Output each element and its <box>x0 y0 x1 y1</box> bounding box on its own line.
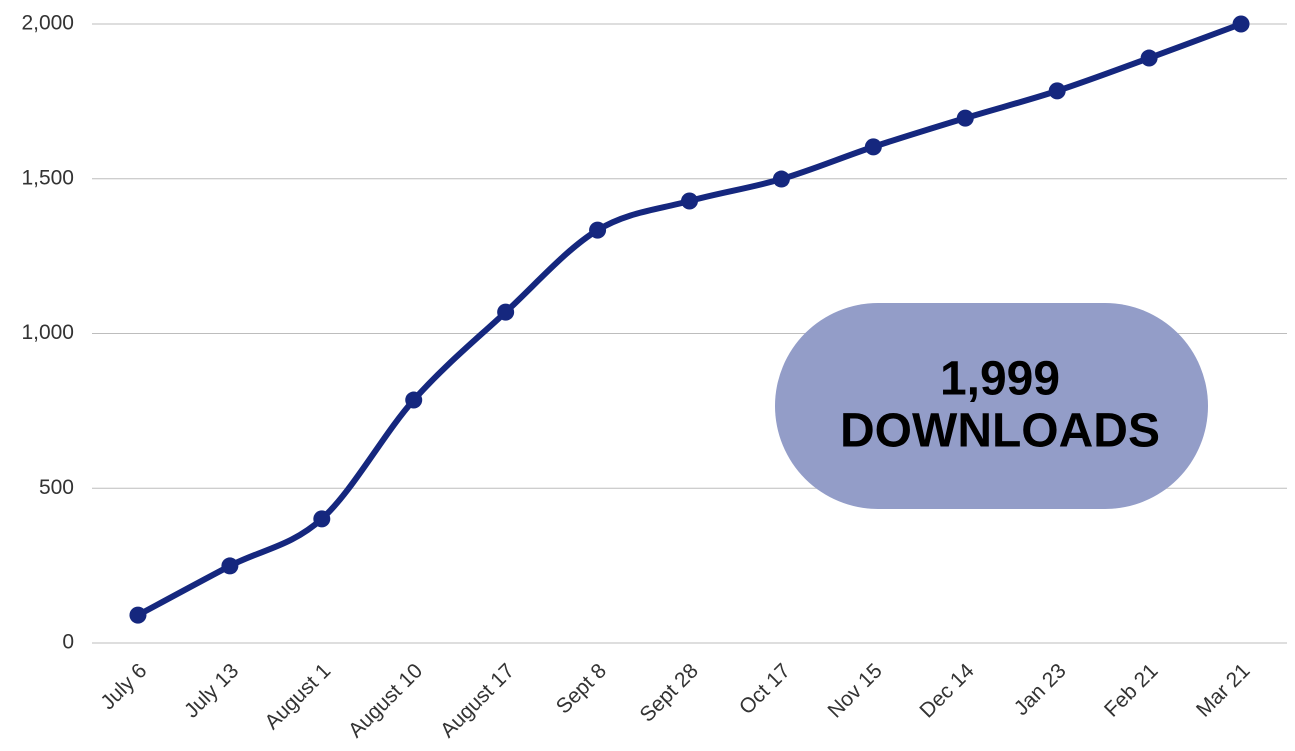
point <box>1140 49 1158 67</box>
y-tick-label: 1,500 <box>21 166 74 189</box>
x-tick-label: August 10 <box>344 659 427 742</box>
x-tick-label: July 13 <box>180 659 243 722</box>
annotation-bubble <box>775 303 1208 509</box>
x-tick-label: July 6 <box>96 659 151 714</box>
annotation-text: DOWNLOADS <box>840 405 1160 458</box>
point <box>221 557 239 575</box>
point <box>1232 15 1250 33</box>
x-tick-label: Dec 14 <box>915 659 979 723</box>
x-tick-label: Nov 15 <box>823 659 886 722</box>
point <box>864 138 882 156</box>
x-tick-label: August 1 <box>260 659 335 734</box>
point <box>497 303 515 321</box>
x-tick-label: Oct 17 <box>735 659 795 719</box>
x-tick-label: Sept 28 <box>635 659 702 726</box>
annotation-text: 1,999 <box>940 353 1060 406</box>
point <box>681 192 698 210</box>
y-tick-label: 2,000 <box>21 12 74 35</box>
x-tick-label: August 17 <box>436 659 519 742</box>
point <box>313 510 331 528</box>
point <box>129 606 147 624</box>
y-tick-label: 500 <box>39 476 74 499</box>
x-tick-label: Mar 21 <box>1192 659 1254 721</box>
point <box>405 391 423 409</box>
point <box>1048 82 1066 100</box>
x-tick-label: Sept 8 <box>552 659 611 718</box>
point <box>956 109 974 127</box>
point <box>589 221 607 239</box>
x-tick-label: Feb 21 <box>1100 659 1163 722</box>
x-tick-label: Jan 23 <box>1010 659 1071 720</box>
y-tick-label: 0 <box>62 631 74 654</box>
point <box>772 170 790 188</box>
y-tick-label: 1,000 <box>21 321 74 344</box>
